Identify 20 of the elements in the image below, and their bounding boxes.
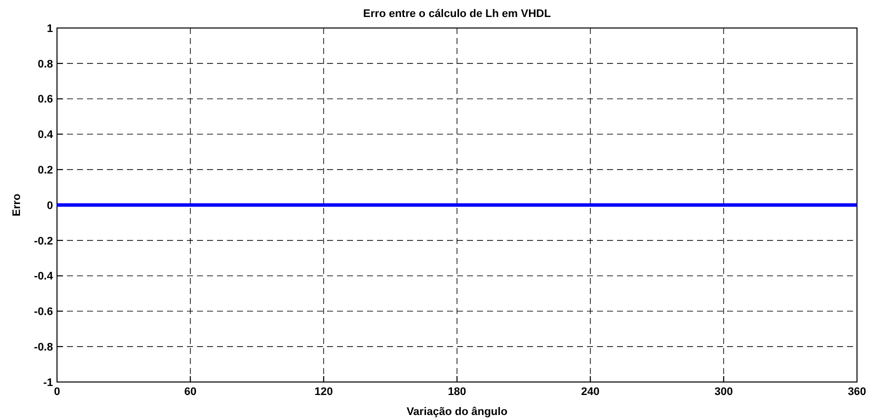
y-tick-label: 0.2	[38, 164, 53, 176]
chart-title: Erro entre o cálculo de Lh em VHDL	[363, 8, 552, 20]
x-tick-label: 60	[184, 386, 196, 398]
y-tick-label: 0.6	[38, 94, 53, 106]
y-tick-label: 0.4	[38, 129, 54, 142]
x-tick-label: 120	[314, 386, 333, 398]
y-tick-label: -0.8	[34, 341, 53, 354]
y-tick-label: -0.6	[34, 306, 53, 318]
y-tick-label: 0	[46, 200, 53, 212]
y-tick-label: 0.8	[38, 58, 53, 70]
y-tick-label: -0.2	[34, 235, 53, 248]
x-tick-label: 180	[448, 386, 466, 398]
y-tick-label: -1	[43, 376, 53, 389]
x-tick-label: 300	[714, 386, 733, 398]
x-tick-label: 240	[581, 386, 600, 398]
y-axis-title: Erro	[11, 193, 23, 216]
y-tick-label: 1	[46, 22, 53, 35]
x-axis-title: Variação do ângulo	[406, 406, 508, 418]
y-tick-label: -0.4	[34, 270, 54, 283]
x-tick-label: 360	[848, 386, 866, 398]
